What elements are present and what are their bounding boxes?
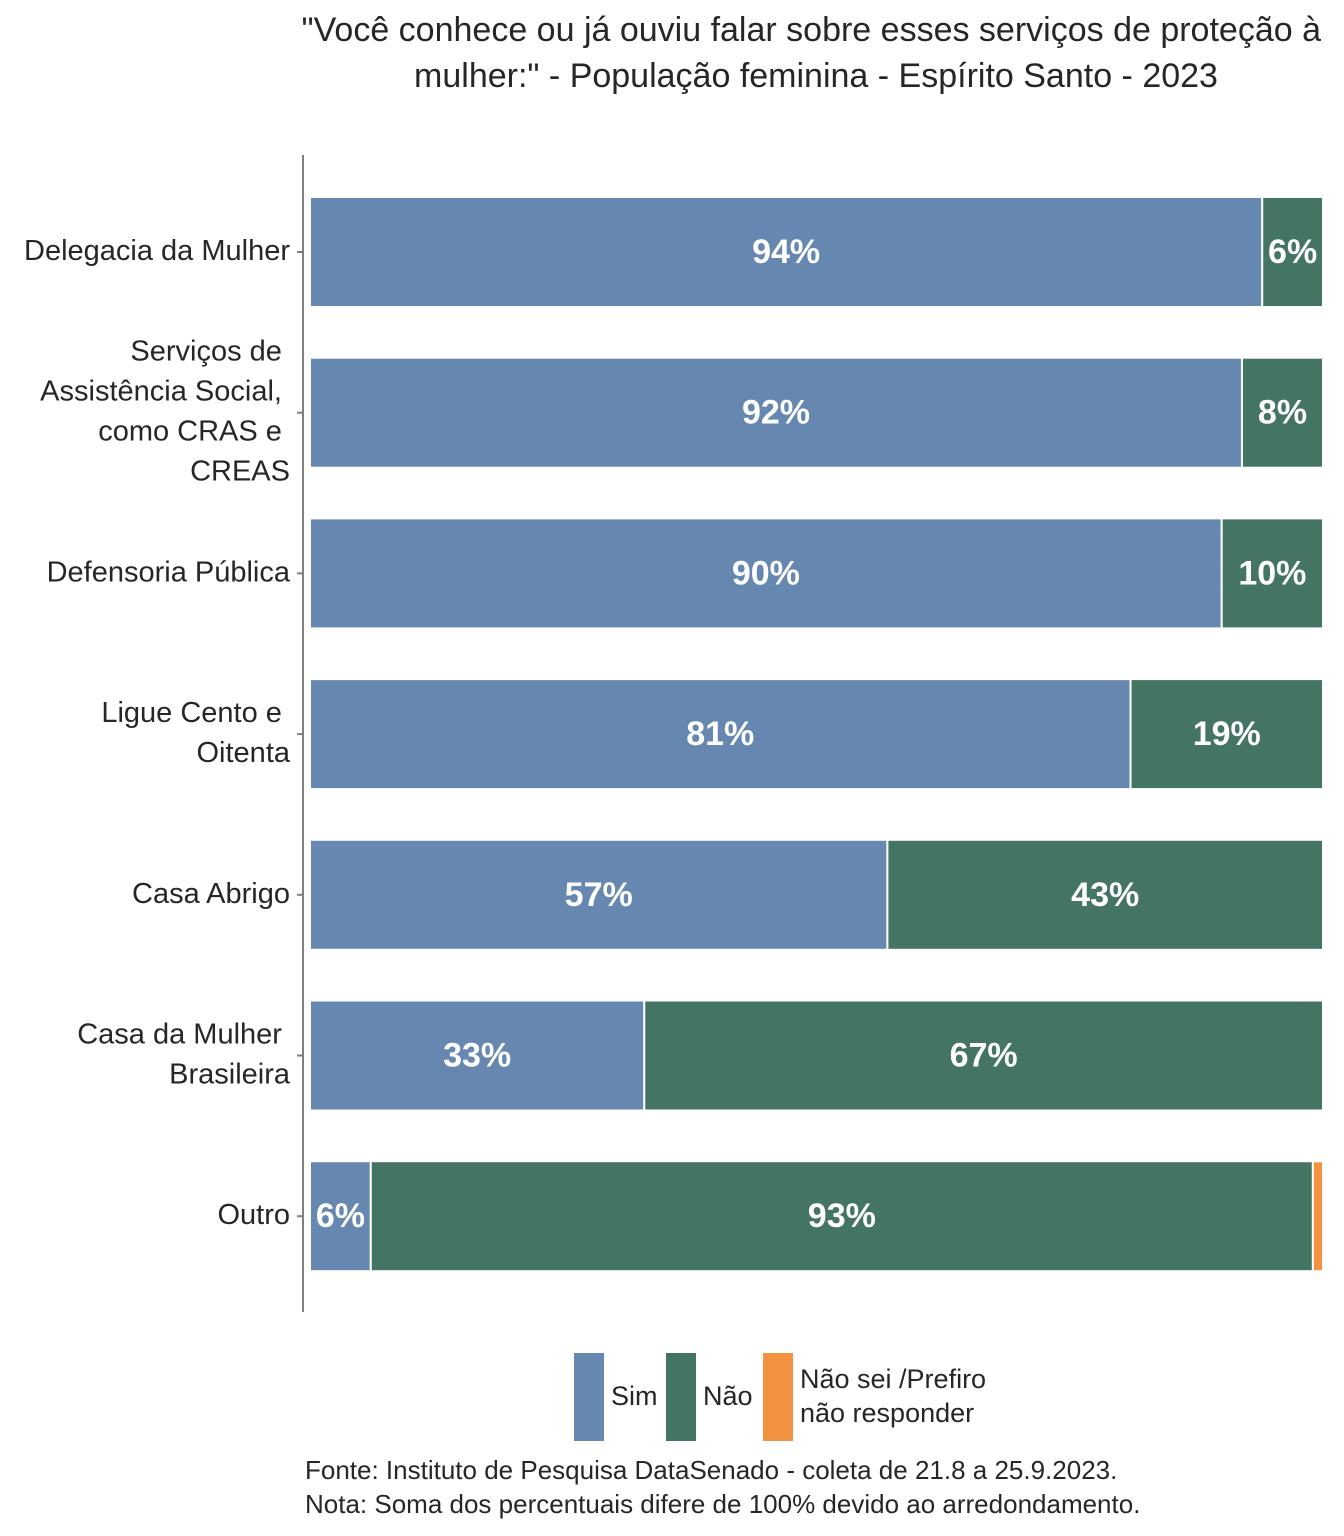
data-label: 57% (565, 876, 633, 914)
bar-segment (1261, 196, 1324, 308)
bar-segment (1240, 356, 1324, 469)
data-label: 33% (443, 1036, 511, 1074)
y-tick-label: Ligue Cento e Oitenta (101, 697, 291, 769)
data-label: 10% (1238, 554, 1306, 592)
legend-swatch (572, 1351, 606, 1443)
bar-segment (369, 1160, 1314, 1273)
bar-segment (309, 517, 1223, 630)
legend-label: Não sei /Prefiro não responder (800, 1364, 994, 1428)
bar-segment (1220, 517, 1324, 630)
note: Nota: Soma dos percentuais difere de 100… (305, 1489, 1140, 1519)
data-label: 43% (1071, 876, 1139, 914)
bar-segment (1311, 1160, 1324, 1273)
bar-segment (309, 196, 1264, 308)
bar-segment (309, 1160, 372, 1273)
bar-segment (643, 999, 1324, 1112)
source: Fonte: Instituto de Pesquisa DataSenado … (305, 1455, 1117, 1485)
data-label: 93% (808, 1197, 876, 1235)
y-tick-label: Casa da Mulher Brasileira (77, 1018, 291, 1090)
legend-swatch (664, 1351, 698, 1443)
data-label: 90% (732, 554, 800, 592)
data-label: 92% (742, 394, 810, 432)
data-label: 19% (1193, 715, 1261, 753)
bar-segment (886, 838, 1324, 951)
data-label: 6% (316, 1197, 365, 1235)
data-label: 81% (686, 715, 754, 753)
legend-label: Sim (611, 1381, 658, 1411)
bar-segment (309, 356, 1243, 469)
y-tick-label: Casa Abrigo (132, 877, 290, 909)
y-tick-label: Delegacia da Mulher (24, 235, 290, 267)
legend-label: Não (703, 1381, 753, 1411)
y-tick-label: Defensoria Pública (47, 556, 291, 588)
data-label: 6% (1268, 233, 1317, 271)
bar-segment (309, 999, 646, 1112)
y-tick-label: Outro (217, 1199, 290, 1231)
data-label: 94% (752, 233, 820, 271)
bar-segment (309, 678, 1132, 791)
chart-title: "Você conhece ou já ouviu falar sobre es… (302, 11, 1331, 95)
bar-segment (1129, 678, 1325, 791)
data-label: 8% (1258, 394, 1307, 432)
data-label: 67% (950, 1036, 1018, 1074)
legend-swatch (761, 1351, 795, 1443)
bar-segment (309, 838, 889, 951)
y-tick-label: Serviços de Assistência Social, como CRA… (40, 335, 290, 487)
